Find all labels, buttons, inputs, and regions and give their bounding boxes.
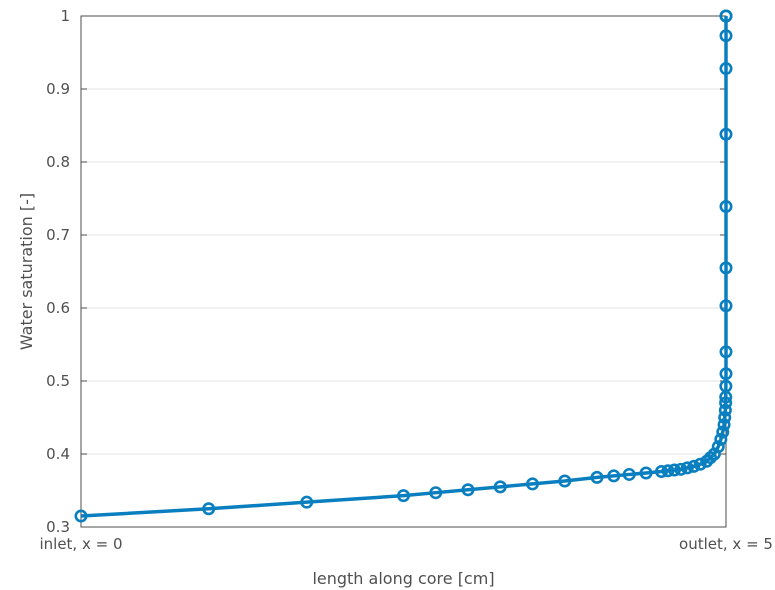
data-point-marker — [716, 425, 730, 439]
data-point-marker — [607, 469, 621, 483]
data-point-marker — [714, 432, 728, 446]
data-point-marker — [719, 261, 733, 275]
data-point-marker — [719, 62, 733, 76]
series-layer — [74, 9, 733, 523]
data-point-marker — [654, 465, 668, 479]
data-point-marker — [590, 470, 604, 484]
y-tick-label: 0.5 — [46, 372, 70, 390]
y-axis-ticks: 0.3 0.4 0.5 0.6 0.7 0.8 0.9 1 — [46, 7, 726, 536]
data-point-marker — [719, 200, 733, 214]
data-point-marker — [687, 459, 701, 473]
data-point-marker — [718, 410, 732, 424]
data-point-marker — [639, 466, 653, 480]
y-tick-label: 1 — [60, 7, 70, 25]
data-point-marker — [693, 457, 707, 471]
data-point-marker — [719, 299, 733, 313]
y-tick-label: 0.4 — [46, 445, 70, 463]
data-point-marker — [718, 403, 732, 417]
data-point-marker — [717, 418, 731, 432]
x-tick-label: outlet, x = 5 — [679, 535, 773, 553]
data-point-marker — [719, 29, 733, 43]
y-tick-label: 0.3 — [46, 518, 70, 536]
data-point-marker — [719, 9, 733, 23]
y-tick-label: 0.8 — [46, 153, 70, 171]
y-tick-label: 0.6 — [46, 299, 70, 317]
y-axis-label: Water saturation [-] — [17, 193, 36, 350]
data-point-marker — [622, 467, 636, 481]
data-point-marker — [558, 474, 572, 488]
data-point-marker — [461, 483, 475, 497]
y-tick-label: 0.7 — [46, 226, 70, 244]
data-point-marker — [661, 464, 675, 478]
data-point-marker — [680, 461, 694, 475]
data-point-marker — [525, 477, 539, 491]
data-point-marker — [719, 379, 733, 393]
data-point-marker — [429, 486, 443, 500]
data-point-marker — [300, 495, 314, 509]
data-point-marker — [719, 127, 733, 141]
data-point-marker — [74, 509, 88, 523]
y-tick-label: 0.9 — [46, 80, 70, 98]
data-point-marker — [711, 440, 725, 454]
data-point-marker — [396, 489, 410, 503]
data-point-marker — [674, 462, 688, 476]
gridlines — [81, 15, 726, 528]
x-axis-ticks: inlet, x = 0 outlet, x = 5 — [39, 521, 773, 553]
data-point-marker — [719, 396, 733, 410]
data-point-marker — [493, 480, 507, 494]
data-point-marker — [667, 463, 681, 477]
data-point-marker — [202, 502, 216, 516]
x-axis-label: length along core [cm] — [312, 569, 494, 588]
data-point-marker — [719, 345, 733, 359]
x-tick-label: inlet, x = 0 — [39, 535, 122, 553]
plot-area-frame — [80, 15, 727, 528]
data-point-marker — [719, 367, 733, 381]
series-line — [80, 16, 728, 518]
